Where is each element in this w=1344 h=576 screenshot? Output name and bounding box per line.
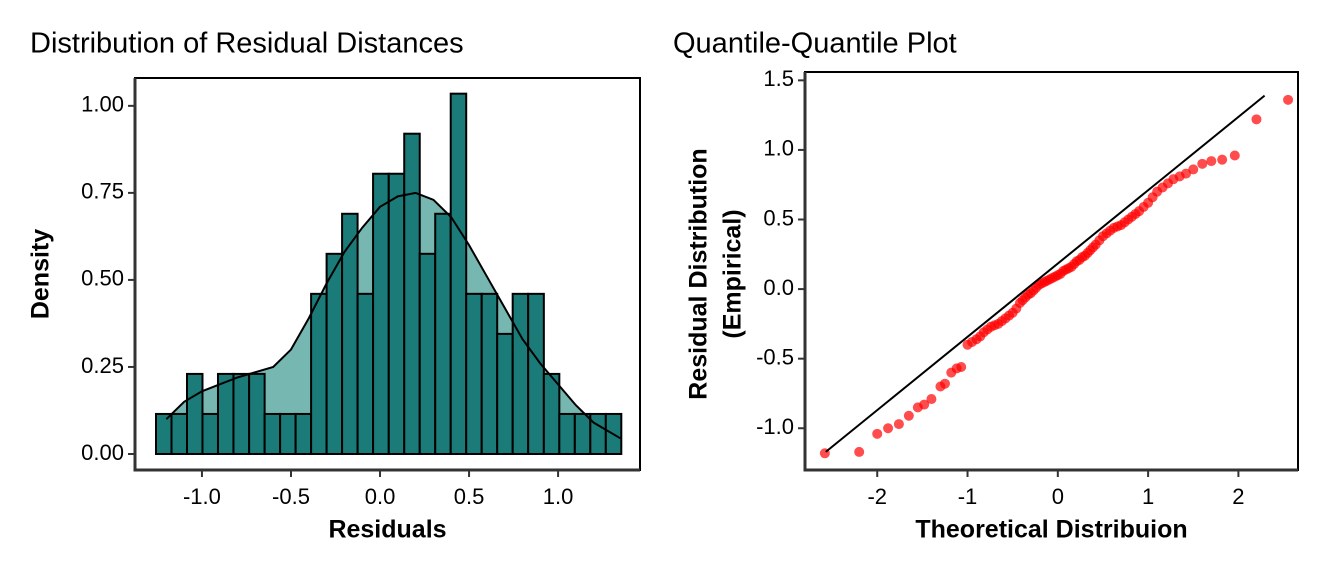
qq-point (1217, 154, 1228, 165)
qq-point (1206, 156, 1217, 167)
qq-point (1251, 114, 1262, 125)
histogram-bar (480, 292, 499, 455)
histogram-bar (356, 292, 375, 455)
histogram-bar (418, 252, 437, 455)
qq-point (1229, 150, 1240, 161)
y-tick-label: 0.0 (763, 275, 794, 300)
x-tick-label: -1 (958, 484, 978, 509)
x-tick-label: -0.5 (272, 484, 310, 509)
histogram-bar (279, 412, 297, 455)
qq-point (926, 394, 937, 405)
histogram-bar (372, 172, 390, 455)
y-tick-label: 1.5 (763, 66, 794, 91)
histogram-bar (185, 372, 204, 455)
qq-point (1188, 164, 1199, 175)
chart-title: Distribution of Residual Distances (30, 28, 464, 60)
histogram-bar (248, 372, 266, 455)
x-tick-label: 1 (1142, 484, 1154, 509)
x-tick-label: -2 (867, 484, 887, 509)
qq-point (939, 378, 950, 389)
qq-point (872, 428, 883, 439)
histogram-bar (341, 212, 359, 455)
x-tick-label: -1.0 (183, 484, 221, 509)
plot-border (804, 71, 1299, 471)
x-tick-label: 0.5 (454, 484, 485, 509)
qq-point (903, 410, 914, 421)
histogram-bar (201, 412, 219, 455)
y-tick-label: 0.50 (81, 266, 124, 291)
x-tick-label: 0 (1052, 484, 1064, 509)
x-axis-title: Residuals (328, 516, 446, 544)
histogram-bar (325, 252, 344, 455)
qq-point (854, 446, 865, 457)
axis-lines (803, 72, 1298, 472)
y-axis-title: Density (27, 229, 55, 319)
qq-point (956, 362, 967, 373)
y-tick-label: -1.0 (756, 414, 794, 439)
histogram-bar (310, 292, 328, 455)
histogram-bar (465, 292, 483, 455)
y-tick-label: 1.0 (763, 136, 794, 161)
histogram-bar (558, 412, 576, 455)
histogram-bar (216, 372, 235, 455)
histogram-bar (294, 412, 313, 455)
axis-lines (133, 78, 640, 472)
histogram-bar (403, 132, 421, 455)
x-tick-label: 2 (1232, 484, 1244, 509)
chart-title: Quantile-Quantile Plot (673, 28, 957, 60)
histogram-bar (449, 92, 468, 455)
x-tick-label: 0.0 (365, 484, 396, 509)
y-axis-title: (Empirical) (719, 209, 747, 338)
qq-point (1181, 168, 1192, 179)
histogram-bar (155, 412, 173, 455)
x-axis-title: Theoretical Distribuion (915, 516, 1187, 544)
y-axis-title: Residual Distribution (685, 148, 713, 399)
histogram-bar (387, 172, 406, 455)
histogram-bar (527, 292, 545, 455)
y-tick-label: 1.00 (81, 92, 124, 117)
y-tick-label: -0.5 (756, 344, 794, 369)
qq-point (1283, 94, 1294, 105)
y-tick-label: 0.00 (81, 440, 124, 465)
histogram-bar (542, 372, 561, 455)
qq-point (919, 399, 930, 410)
y-tick-label: 0.25 (81, 353, 124, 378)
y-tick-label: 0.5 (763, 205, 794, 230)
histogram-bar (496, 332, 514, 455)
x-tick-label: 1.0 (543, 484, 574, 509)
density-curve (165, 191, 621, 440)
histogram-bar (263, 412, 282, 455)
qq-point (893, 419, 904, 430)
histogram-bar (434, 212, 452, 455)
reference-line (825, 94, 1266, 453)
y-tick-label: 0.75 (81, 179, 124, 204)
histogram-bar (170, 412, 188, 455)
histogram-bar (589, 412, 607, 455)
qq-point (883, 423, 894, 434)
histogram-bar (232, 372, 251, 455)
histogram-bar (573, 412, 592, 455)
qq-point (1197, 158, 1208, 169)
histogram-bar (511, 292, 530, 455)
